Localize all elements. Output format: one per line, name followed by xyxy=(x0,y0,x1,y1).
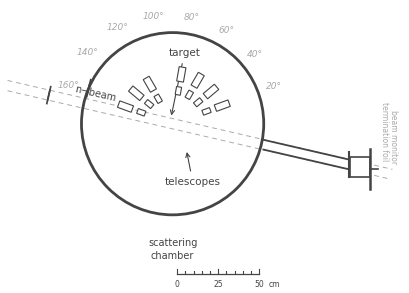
Text: 25: 25 xyxy=(213,280,223,289)
Polygon shape xyxy=(154,94,162,103)
Polygon shape xyxy=(175,86,182,95)
Text: 160°: 160° xyxy=(57,81,79,90)
Text: target: target xyxy=(169,48,200,114)
Polygon shape xyxy=(117,101,133,112)
Text: scattering
chamber: scattering chamber xyxy=(148,238,197,261)
Polygon shape xyxy=(193,98,203,107)
Text: 40°: 40° xyxy=(247,50,263,59)
Polygon shape xyxy=(185,90,193,100)
Polygon shape xyxy=(137,108,146,116)
Polygon shape xyxy=(144,100,154,109)
Bar xyxy=(350,157,371,177)
Text: 0: 0 xyxy=(175,280,180,289)
Polygon shape xyxy=(143,76,156,92)
Polygon shape xyxy=(214,100,230,111)
Polygon shape xyxy=(128,86,144,100)
Text: beam monitor: beam monitor xyxy=(389,110,398,164)
Text: 20°: 20° xyxy=(266,82,282,91)
Polygon shape xyxy=(203,84,219,99)
Polygon shape xyxy=(177,67,186,82)
Text: n−beam: n−beam xyxy=(74,84,117,104)
Polygon shape xyxy=(191,72,204,88)
Text: 100°: 100° xyxy=(143,11,164,21)
Text: 80°: 80° xyxy=(183,13,199,22)
Polygon shape xyxy=(202,108,211,115)
Text: termination foil: termination foil xyxy=(380,102,389,162)
Text: 60°: 60° xyxy=(218,26,234,35)
Text: 120°: 120° xyxy=(106,23,128,32)
Text: telescopes: telescopes xyxy=(165,153,220,187)
Text: 50: 50 xyxy=(254,280,264,289)
Text: 140°: 140° xyxy=(76,48,98,57)
Text: cm: cm xyxy=(268,280,280,289)
